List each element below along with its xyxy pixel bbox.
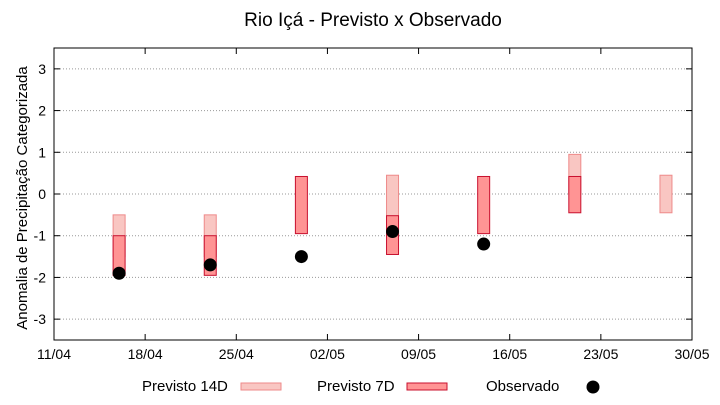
y-tick-label: 2 — [38, 103, 46, 119]
forecast-14d-bar — [659, 174, 673, 214]
x-tick-label: 23/05 — [583, 346, 618, 362]
observed-point — [294, 250, 308, 264]
legend-swatch — [406, 382, 448, 391]
observed-point — [477, 237, 491, 251]
x-tick-label: 16/05 — [492, 346, 527, 362]
legend-label: Observado — [486, 378, 559, 395]
x-tick-label: 30/05 — [674, 346, 709, 362]
y-tick-label: -3 — [34, 311, 47, 327]
y-tick-label: 0 — [38, 186, 46, 202]
x-tick-label: 09/05 — [401, 346, 436, 362]
x-tick-label: 02/05 — [310, 346, 345, 362]
chart-marks — [112, 153, 673, 280]
y-tick-label: 3 — [38, 61, 46, 77]
y-tick-label: -2 — [34, 269, 47, 285]
y-tick-label: -1 — [34, 228, 47, 244]
y-axis-label: Anomalia de Precipitação Categorizada — [14, 66, 31, 330]
forecast-7d-bar — [568, 175, 582, 214]
x-tick-label: 11/04 — [37, 346, 71, 362]
legend: Previsto 14D Previsto 7D Observado — [142, 378, 600, 395]
legend-swatch — [240, 382, 282, 391]
forecast-7d-bar — [294, 175, 308, 235]
forecast-7d-bar — [477, 175, 491, 235]
observed-point — [112, 266, 126, 280]
legend-label: Previsto 14D — [142, 378, 228, 395]
legend-label: Previsto 7D — [317, 378, 395, 395]
x-tick-label: 25/04 — [219, 346, 254, 362]
observed-point — [203, 258, 217, 272]
axis-ticks: 3 2 1 0 -1 -2 -3 11/04 18/04 25/04 02/05 09/05 16/05… — [34, 48, 710, 362]
y-tick-label: 1 — [38, 144, 46, 160]
observed-point — [386, 225, 400, 239]
chart-title: Rio Içá - Previsto x Observado — [244, 10, 502, 31]
grid — [54, 68, 692, 320]
x-tick-label: 18/04 — [128, 346, 163, 362]
legend-swatch — [586, 380, 600, 394]
